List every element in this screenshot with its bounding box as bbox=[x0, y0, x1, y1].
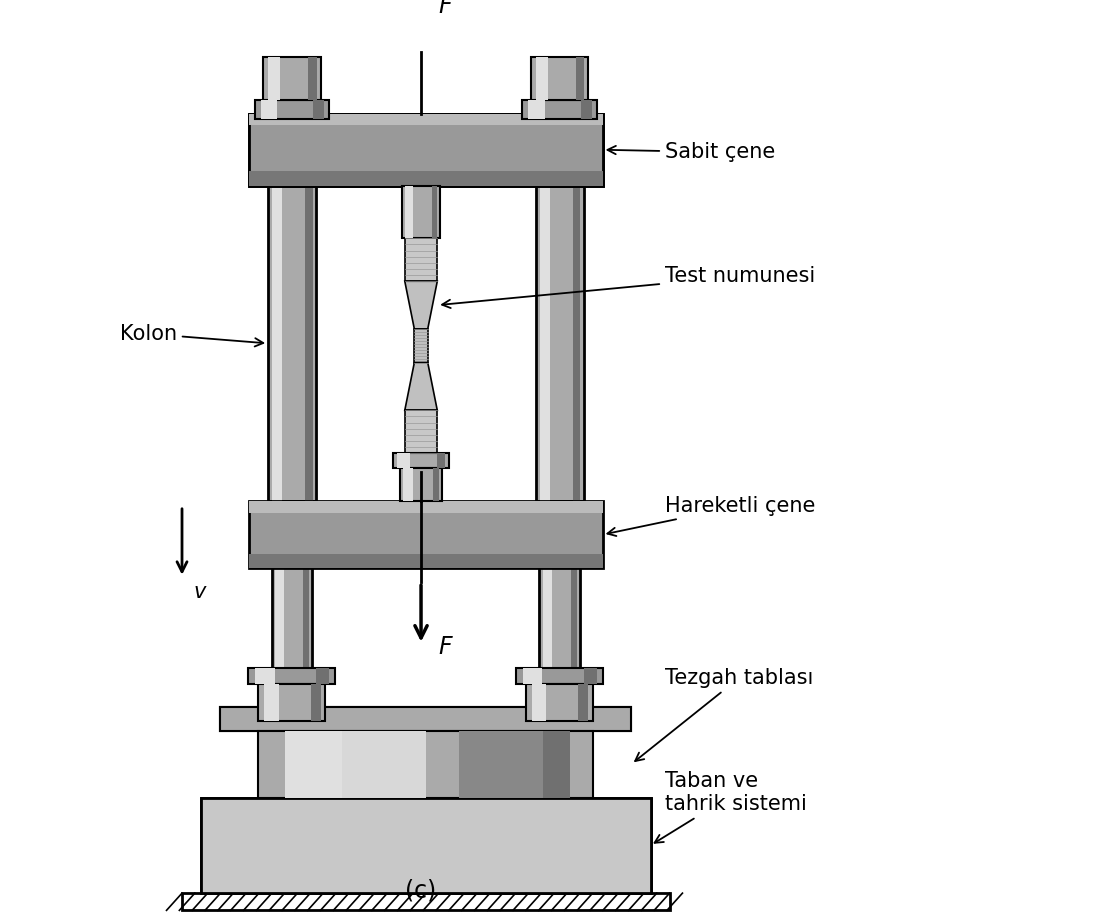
Bar bbox=[308, 57, 317, 100]
Bar bbox=[536, 186, 583, 501]
Bar bbox=[526, 684, 593, 721]
Bar bbox=[311, 684, 320, 721]
Polygon shape bbox=[404, 363, 438, 410]
Bar bbox=[261, 100, 277, 119]
Bar bbox=[397, 453, 410, 468]
Bar bbox=[539, 186, 550, 501]
Text: F: F bbox=[439, 0, 452, 18]
Text: (c): (c) bbox=[406, 878, 436, 902]
Bar bbox=[532, 684, 546, 721]
Text: Hareketli çene: Hareketli çene bbox=[608, 496, 815, 536]
Text: Tezgah tablası: Tezgah tablası bbox=[635, 668, 813, 761]
Bar bbox=[305, 186, 313, 501]
Bar bbox=[249, 114, 602, 186]
Bar bbox=[404, 186, 413, 238]
Bar bbox=[304, 501, 309, 669]
Text: F: F bbox=[439, 635, 452, 659]
Bar bbox=[392, 453, 450, 468]
Text: Taban ve
tahrik sistemi: Taban ve tahrik sistemi bbox=[654, 771, 807, 843]
Text: Kolon: Kolon bbox=[119, 324, 263, 346]
Bar bbox=[432, 186, 438, 238]
Bar bbox=[201, 798, 651, 893]
Bar bbox=[249, 501, 602, 568]
Bar bbox=[263, 57, 320, 100]
Bar bbox=[585, 669, 597, 684]
Bar bbox=[414, 329, 428, 363]
Bar bbox=[403, 468, 412, 501]
Bar bbox=[220, 707, 631, 731]
Bar bbox=[580, 100, 592, 119]
Bar bbox=[259, 731, 593, 798]
Bar bbox=[272, 186, 283, 501]
Bar bbox=[523, 669, 543, 684]
Bar bbox=[201, 798, 651, 893]
Bar bbox=[249, 501, 602, 513]
Bar bbox=[285, 731, 359, 798]
Bar bbox=[400, 468, 442, 501]
Bar bbox=[528, 100, 545, 119]
Bar bbox=[267, 57, 281, 100]
Bar bbox=[536, 57, 548, 100]
Bar bbox=[519, 731, 570, 798]
Bar bbox=[578, 684, 589, 721]
Bar bbox=[460, 731, 543, 798]
Bar bbox=[249, 171, 602, 186]
Bar bbox=[272, 501, 313, 669]
Bar bbox=[259, 684, 326, 721]
Bar bbox=[249, 114, 602, 186]
Bar bbox=[249, 554, 602, 568]
Polygon shape bbox=[404, 281, 438, 329]
Bar bbox=[269, 186, 316, 501]
Bar bbox=[254, 100, 329, 119]
Bar bbox=[539, 501, 580, 669]
Bar bbox=[249, 114, 602, 125]
Bar bbox=[404, 238, 438, 281]
Bar bbox=[436, 453, 445, 468]
Text: Sabit çene: Sabit çene bbox=[608, 142, 775, 162]
Bar bbox=[275, 501, 284, 669]
Bar bbox=[516, 669, 603, 684]
Bar bbox=[571, 501, 577, 669]
Bar bbox=[576, 57, 585, 100]
Bar bbox=[543, 501, 551, 669]
Bar bbox=[313, 100, 324, 119]
Bar bbox=[182, 893, 670, 911]
Bar bbox=[343, 731, 425, 798]
Bar bbox=[255, 669, 274, 684]
Text: v: v bbox=[193, 583, 206, 603]
Bar bbox=[316, 669, 329, 684]
Bar bbox=[404, 410, 438, 453]
Bar bbox=[220, 707, 631, 731]
Bar bbox=[264, 684, 278, 721]
Bar bbox=[402, 186, 440, 238]
Bar bbox=[201, 798, 651, 893]
Bar bbox=[249, 669, 336, 684]
Bar bbox=[532, 57, 588, 100]
Text: Test numunesi: Test numunesi bbox=[442, 267, 815, 308]
Bar bbox=[433, 468, 439, 501]
Bar bbox=[523, 100, 597, 119]
Bar bbox=[573, 186, 580, 501]
